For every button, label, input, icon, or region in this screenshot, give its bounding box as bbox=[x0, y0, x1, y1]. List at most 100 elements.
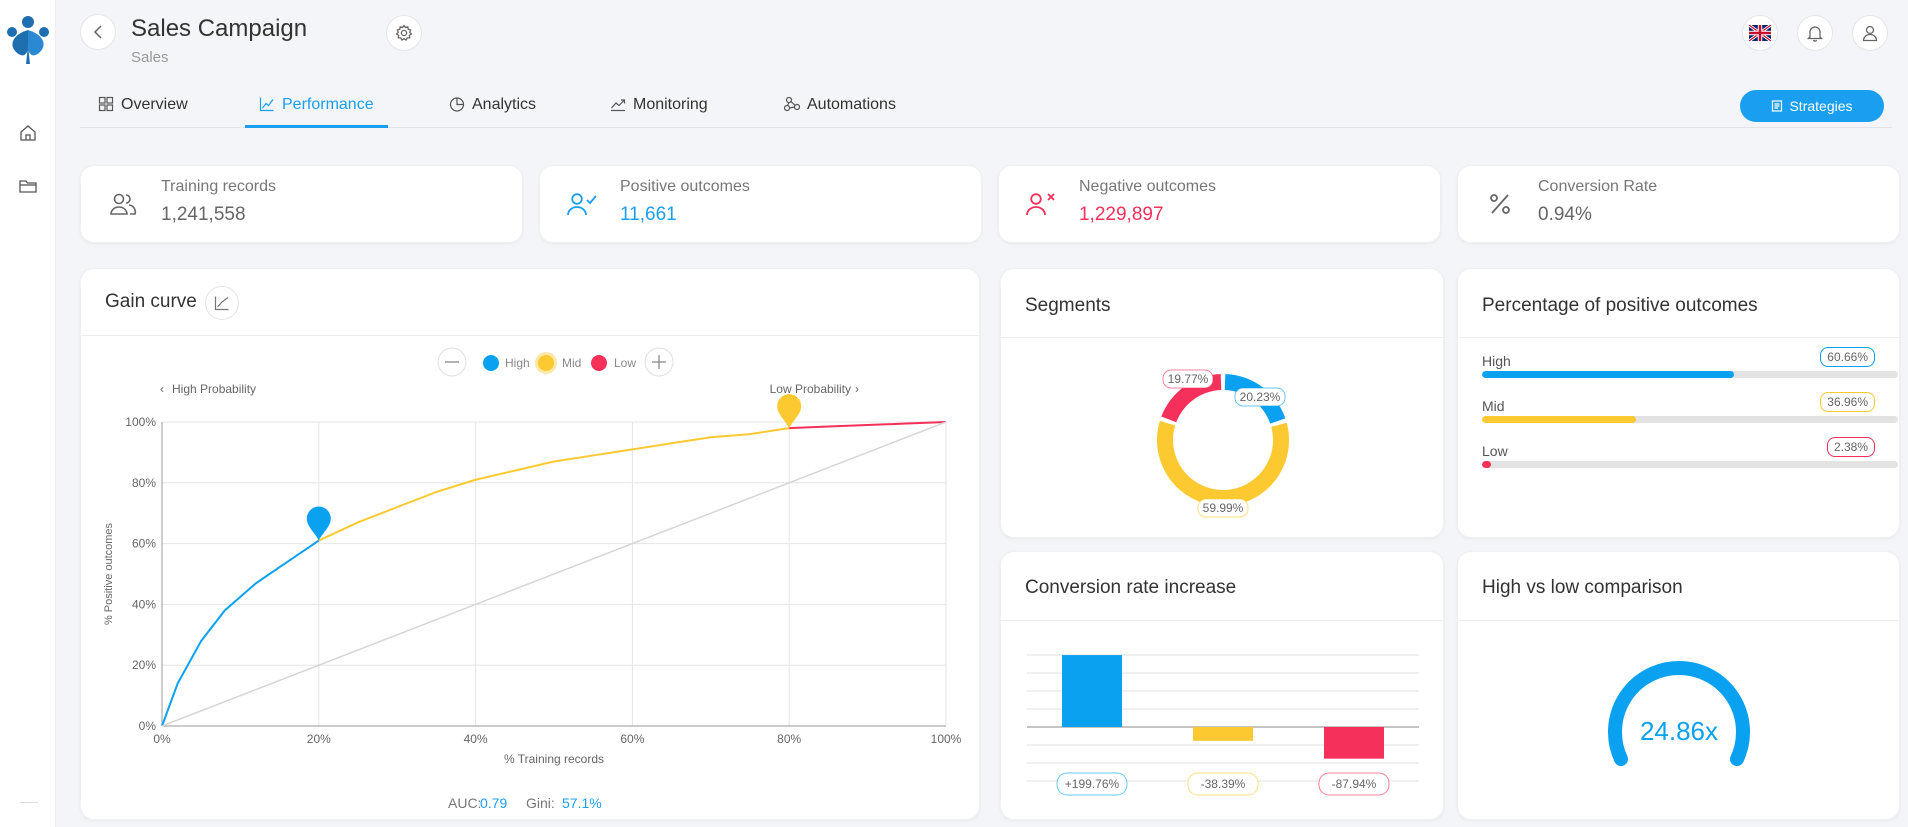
settings-button[interactable] bbox=[386, 15, 422, 51]
tab-performance[interactable]: Performance bbox=[245, 96, 388, 128]
donut-slice-mid[interactable] bbox=[1157, 420, 1289, 507]
bar-chip-mid bbox=[1187, 772, 1259, 796]
high-low-comparison-title: High vs low comparison bbox=[1482, 577, 1683, 598]
bar-chip-low bbox=[1318, 772, 1390, 796]
zoom-out-button[interactable] bbox=[437, 347, 467, 377]
card-divider bbox=[1001, 337, 1443, 338]
pie-icon bbox=[449, 97, 465, 112]
tab-overview[interactable]: Overview bbox=[98, 96, 188, 128]
conversion-increase-card: Conversion rate increase +199.76% -38.39%… bbox=[1000, 551, 1444, 820]
stat-label: Training records bbox=[161, 178, 277, 195]
zoom-in-button[interactable] bbox=[644, 347, 674, 377]
gini-label: Gini: bbox=[526, 795, 555, 811]
x-tick-label: 20% bbox=[307, 732, 331, 746]
gain-curve-card: Gain curve High Mid Low ‹ High Probabili… bbox=[80, 268, 980, 820]
bar-mid[interactable] bbox=[1193, 727, 1253, 741]
donut-value-label: 20.23% bbox=[1240, 390, 1281, 404]
tab-automations-label: Automations bbox=[807, 96, 896, 113]
stat-label: Negative outcomes bbox=[1079, 178, 1216, 195]
legend-label-low: Low bbox=[614, 356, 636, 370]
sidebar bbox=[0, 0, 56, 827]
stat-card-conversion-rate: Conversion Rate 0.94% bbox=[1457, 165, 1900, 243]
donut-chip-mid bbox=[1197, 498, 1249, 518]
x-tick-label: 80% bbox=[777, 732, 801, 746]
x-tick-label: 0% bbox=[153, 732, 171, 746]
language-button[interactable] bbox=[1742, 15, 1778, 51]
header: Sales Campaign Sales bbox=[56, 0, 1908, 128]
stat-card-negative-outcomes: Negative outcomes 1,229,897 bbox=[998, 165, 1441, 243]
sidebar-divider bbox=[20, 802, 38, 803]
bar-track-high bbox=[1482, 371, 1898, 378]
gain-curve-chart: High Mid Low ‹ High Probability Low Prob… bbox=[103, 347, 962, 811]
tab-automations[interactable]: Automations bbox=[784, 96, 896, 128]
x-tick-label: 100% bbox=[931, 732, 962, 746]
user-button[interactable] bbox=[1852, 15, 1888, 51]
bar-fill-low bbox=[1482, 461, 1492, 468]
users-icon bbox=[105, 186, 141, 222]
legend-swatch-high bbox=[483, 355, 499, 371]
stat-value: 11,661 bbox=[620, 204, 677, 225]
app-logo[interactable] bbox=[2, 14, 54, 69]
page-subtitle: Sales bbox=[131, 49, 169, 66]
notifications-button[interactable] bbox=[1797, 15, 1833, 51]
percent-icon bbox=[1482, 186, 1518, 222]
legend-item-mid[interactable]: Mid bbox=[535, 352, 581, 374]
series-line-high bbox=[161, 539, 320, 727]
back-button[interactable] bbox=[80, 14, 116, 50]
stat-value: 0.94% bbox=[1538, 204, 1592, 225]
legend-item-low[interactable]: Low bbox=[591, 355, 636, 371]
user-icon bbox=[1862, 25, 1878, 42]
y-tick-label: 0% bbox=[139, 719, 157, 733]
high-probability-chevron: ‹ bbox=[160, 382, 164, 396]
segments-donut-chart: 20.23% 59.99% 19.77% bbox=[1157, 369, 1289, 518]
chart-type-button[interactable] bbox=[205, 286, 239, 320]
x-axis-label: % Training records bbox=[504, 752, 604, 766]
auc-label: AUC: bbox=[448, 795, 481, 811]
segments-card: Segments 20.23% 59.99% 19.77% bbox=[1000, 268, 1444, 538]
stat-value: 1,241,558 bbox=[161, 204, 246, 225]
user-x-icon bbox=[1023, 186, 1059, 222]
donut-chip-low bbox=[1162, 369, 1214, 389]
gauge-arc bbox=[1608, 661, 1750, 767]
bell-icon bbox=[1806, 26, 1824, 42]
threshold-marker-mid[interactable] bbox=[777, 394, 802, 429]
donut-value-label: 59.99% bbox=[1203, 501, 1244, 515]
card-divider bbox=[81, 335, 979, 336]
bar-chip-high bbox=[1056, 772, 1128, 796]
y-tick-label: 20% bbox=[132, 658, 156, 672]
bar-fill-high bbox=[1482, 371, 1735, 378]
legend-label-high: High bbox=[505, 356, 530, 370]
baseline-diagonal bbox=[161, 421, 947, 727]
bar-value-chip-high: 60.66% bbox=[1820, 347, 1875, 367]
bar-label-high: High bbox=[1482, 353, 1511, 369]
bar-value-label: -87.94% bbox=[1332, 777, 1377, 791]
bar-value-label: +199.76% bbox=[1065, 777, 1120, 791]
user-check-icon bbox=[564, 186, 600, 222]
gauge-value: 24.86x bbox=[1640, 716, 1718, 746]
chart-line-icon bbox=[214, 296, 229, 311]
stat-card-training-records: Training records 1,241,558 bbox=[80, 165, 523, 243]
bar-value-label: -38.39% bbox=[1201, 777, 1246, 791]
conversion-increase-chart: +199.76% -38.39% -87.94% bbox=[1027, 654, 1419, 796]
y-tick-label: 40% bbox=[132, 597, 156, 611]
auc-value: 0.79 bbox=[480, 795, 507, 811]
folder-icon[interactable] bbox=[16, 174, 40, 198]
bar-low[interactable] bbox=[1324, 727, 1384, 759]
bar-value-chip-mid: 36.96% bbox=[1820, 392, 1875, 412]
tab-performance-label: Performance bbox=[282, 96, 374, 113]
chart-line-icon bbox=[259, 97, 274, 112]
segments-title: Segments bbox=[1025, 295, 1111, 316]
high-probability-hint: High Probability bbox=[172, 382, 256, 396]
bar-label-mid: Mid bbox=[1482, 398, 1505, 414]
bar-fill-mid bbox=[1482, 416, 1636, 423]
home-icon[interactable] bbox=[16, 121, 40, 145]
uk-flag-icon bbox=[1749, 25, 1771, 41]
strategies-button[interactable]: Strategies bbox=[1740, 90, 1884, 122]
tab-monitoring[interactable]: Monitoring bbox=[610, 96, 708, 128]
series-line-mid bbox=[318, 427, 790, 542]
bar-high[interactable] bbox=[1062, 655, 1122, 727]
stat-label: Positive outcomes bbox=[620, 178, 750, 195]
threshold-marker-high[interactable] bbox=[306, 506, 331, 541]
tab-analytics[interactable]: Analytics bbox=[449, 96, 536, 128]
legend-item-high[interactable]: High bbox=[483, 355, 530, 371]
